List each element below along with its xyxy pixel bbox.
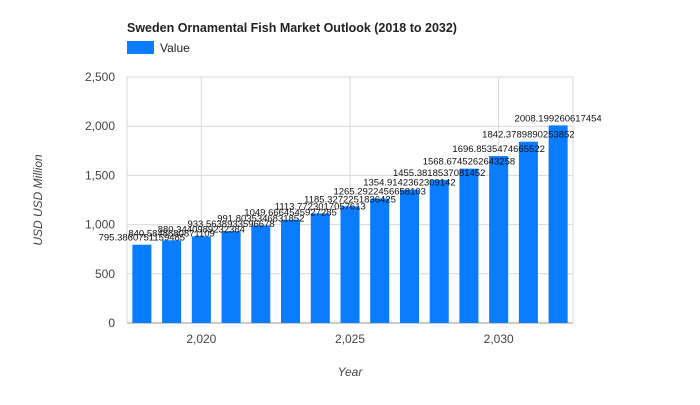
y-tick-label: 500 bbox=[95, 267, 115, 281]
data-label: 1049.6664545927285 bbox=[244, 208, 336, 219]
x-tick-label: 2,020 bbox=[186, 332, 216, 346]
x-axis-tick-labels: 2,020 2,025 2,030 bbox=[186, 332, 514, 346]
bar bbox=[370, 198, 390, 323]
bar bbox=[548, 125, 568, 324]
bar bbox=[429, 179, 449, 323]
data-label: 1455.3818537081452 bbox=[393, 168, 485, 179]
data-label: 1568.6745262643258 bbox=[423, 157, 515, 168]
x-axis-title: Year bbox=[338, 365, 364, 379]
data-label: 880.3440989232384 bbox=[158, 224, 245, 235]
data-label: 1185.3272251836425 bbox=[304, 194, 396, 205]
y-tick-label: 2,500 bbox=[85, 70, 115, 84]
bar bbox=[399, 189, 419, 323]
bar bbox=[489, 156, 509, 323]
bar bbox=[518, 141, 538, 323]
data-label: 1265.2922456658103 bbox=[333, 186, 425, 197]
legend: Value bbox=[127, 41, 190, 55]
data-label: 840.5848680871109 bbox=[128, 228, 214, 239]
chart-title: Sweden Ornamental Fish Market Outlook (2… bbox=[127, 21, 457, 35]
data-label: 933.5638933596678 bbox=[187, 219, 274, 230]
data-label: 1113.7723017057613 bbox=[275, 201, 366, 212]
y-tick-label: 0 bbox=[108, 316, 115, 330]
bar bbox=[132, 244, 152, 323]
data-label: 2008.199260617454 bbox=[515, 113, 602, 124]
y-axis-title: USD USD Million bbox=[31, 154, 45, 246]
data-label: 1842.3789890253852 bbox=[482, 130, 574, 141]
bar bbox=[251, 225, 271, 323]
bar bbox=[459, 168, 479, 323]
bar bbox=[162, 240, 182, 323]
bar bbox=[221, 231, 241, 323]
bar bbox=[310, 213, 330, 323]
x-tick-label: 2,030 bbox=[484, 332, 514, 346]
y-tick-label: 1,000 bbox=[85, 218, 115, 232]
data-label: 1354.9142362309142 bbox=[363, 178, 455, 189]
legend-swatch bbox=[127, 41, 154, 54]
data-label: 1696.8535474665522 bbox=[452, 144, 544, 155]
y-tick-label: 1,500 bbox=[85, 168, 115, 182]
legend-label: Value bbox=[160, 41, 190, 55]
y-tick-label: 2,000 bbox=[85, 119, 115, 133]
data-label: 795.3860751159485 bbox=[99, 233, 185, 244]
bars bbox=[132, 125, 568, 324]
x-tick-label: 2,025 bbox=[335, 332, 365, 346]
bar bbox=[191, 236, 211, 323]
bar bbox=[281, 219, 301, 323]
data-labels: 795.3860751159485840.5848680871109880.34… bbox=[99, 113, 602, 243]
bar bbox=[340, 206, 360, 323]
y-axis-tick-labels: 0 500 1,000 1,500 2,000 2,500 bbox=[85, 70, 115, 330]
data-label: 991.8035346831852 bbox=[217, 213, 304, 224]
